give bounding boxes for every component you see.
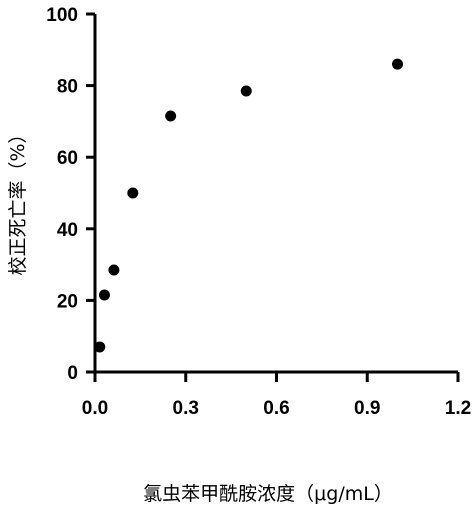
x-tick-label: 0.3	[173, 398, 199, 419]
x-axis-title: 氯虫苯甲酰胺浓度（μg/mL）	[143, 483, 393, 505]
y-tick-label: 60	[57, 148, 78, 169]
data-points	[94, 58, 403, 353]
y-tick-label: 20	[57, 291, 78, 312]
data-point	[98, 289, 110, 301]
y-tick-label: 100	[46, 5, 78, 26]
x-axis: 0.0 0.3 0.6 0.9 1.2	[82, 370, 471, 419]
x-tick-label: 1.2	[445, 398, 471, 419]
data-point	[392, 58, 403, 70]
data-point	[165, 110, 177, 122]
y-tick-label: 40	[57, 220, 78, 241]
x-tick-label: 0.9	[354, 398, 380, 419]
data-point	[108, 264, 120, 276]
x-tick-label: 0.0	[82, 398, 108, 419]
x-tick-label: 0.6	[263, 398, 289, 419]
y-axis-title: 校正死亡率（%）	[7, 124, 29, 275]
data-point	[127, 187, 139, 199]
data-point	[94, 341, 106, 353]
y-axis: 0 20 40 60 80 100	[46, 5, 97, 384]
data-point	[240, 85, 252, 97]
y-tick-label: 0	[67, 363, 78, 384]
y-tick-label: 80	[57, 77, 78, 98]
